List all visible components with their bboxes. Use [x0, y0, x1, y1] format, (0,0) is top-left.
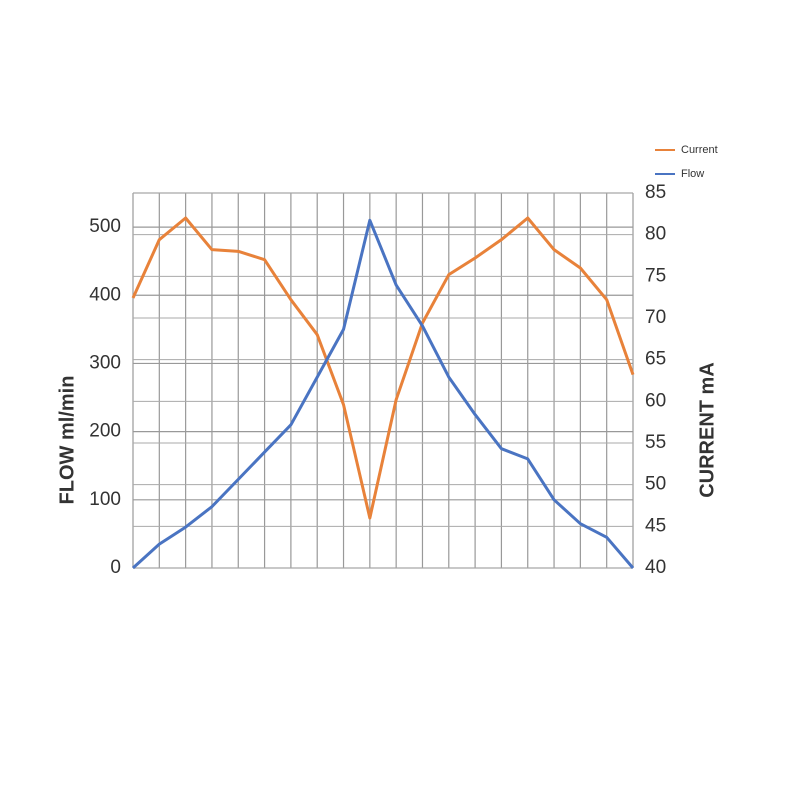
legend-label: Flow: [681, 168, 704, 180]
y2-tick-label: 80: [645, 224, 666, 245]
y2-tick-label: 75: [645, 265, 666, 286]
y2-tick-label: 70: [645, 307, 666, 328]
y2-tick-label: 40: [645, 557, 666, 578]
y-tick-label: 0: [110, 557, 121, 578]
legend-label: Current: [681, 144, 718, 156]
y-tick-label: 400: [89, 284, 121, 305]
data-line: [131, 218, 635, 570]
y-tick-label: 300: [89, 352, 121, 373]
y2-tick-label: 65: [645, 349, 666, 370]
y-tick-label: 500: [89, 216, 121, 237]
y2-tick-label: 55: [645, 432, 666, 453]
y-tick-label: 100: [89, 489, 121, 510]
y-axis-label: FLOW ml/min: [56, 376, 78, 505]
data-line: [131, 216, 635, 520]
y2-tick-label: 85: [645, 182, 666, 203]
y2-tick-label: 45: [645, 515, 666, 536]
y2-tick-label: 50: [645, 474, 666, 495]
y2-axis-label: CURRENT mA: [696, 362, 718, 498]
y-tick-label: 200: [89, 421, 121, 442]
y2-tick-label: 60: [645, 390, 666, 411]
